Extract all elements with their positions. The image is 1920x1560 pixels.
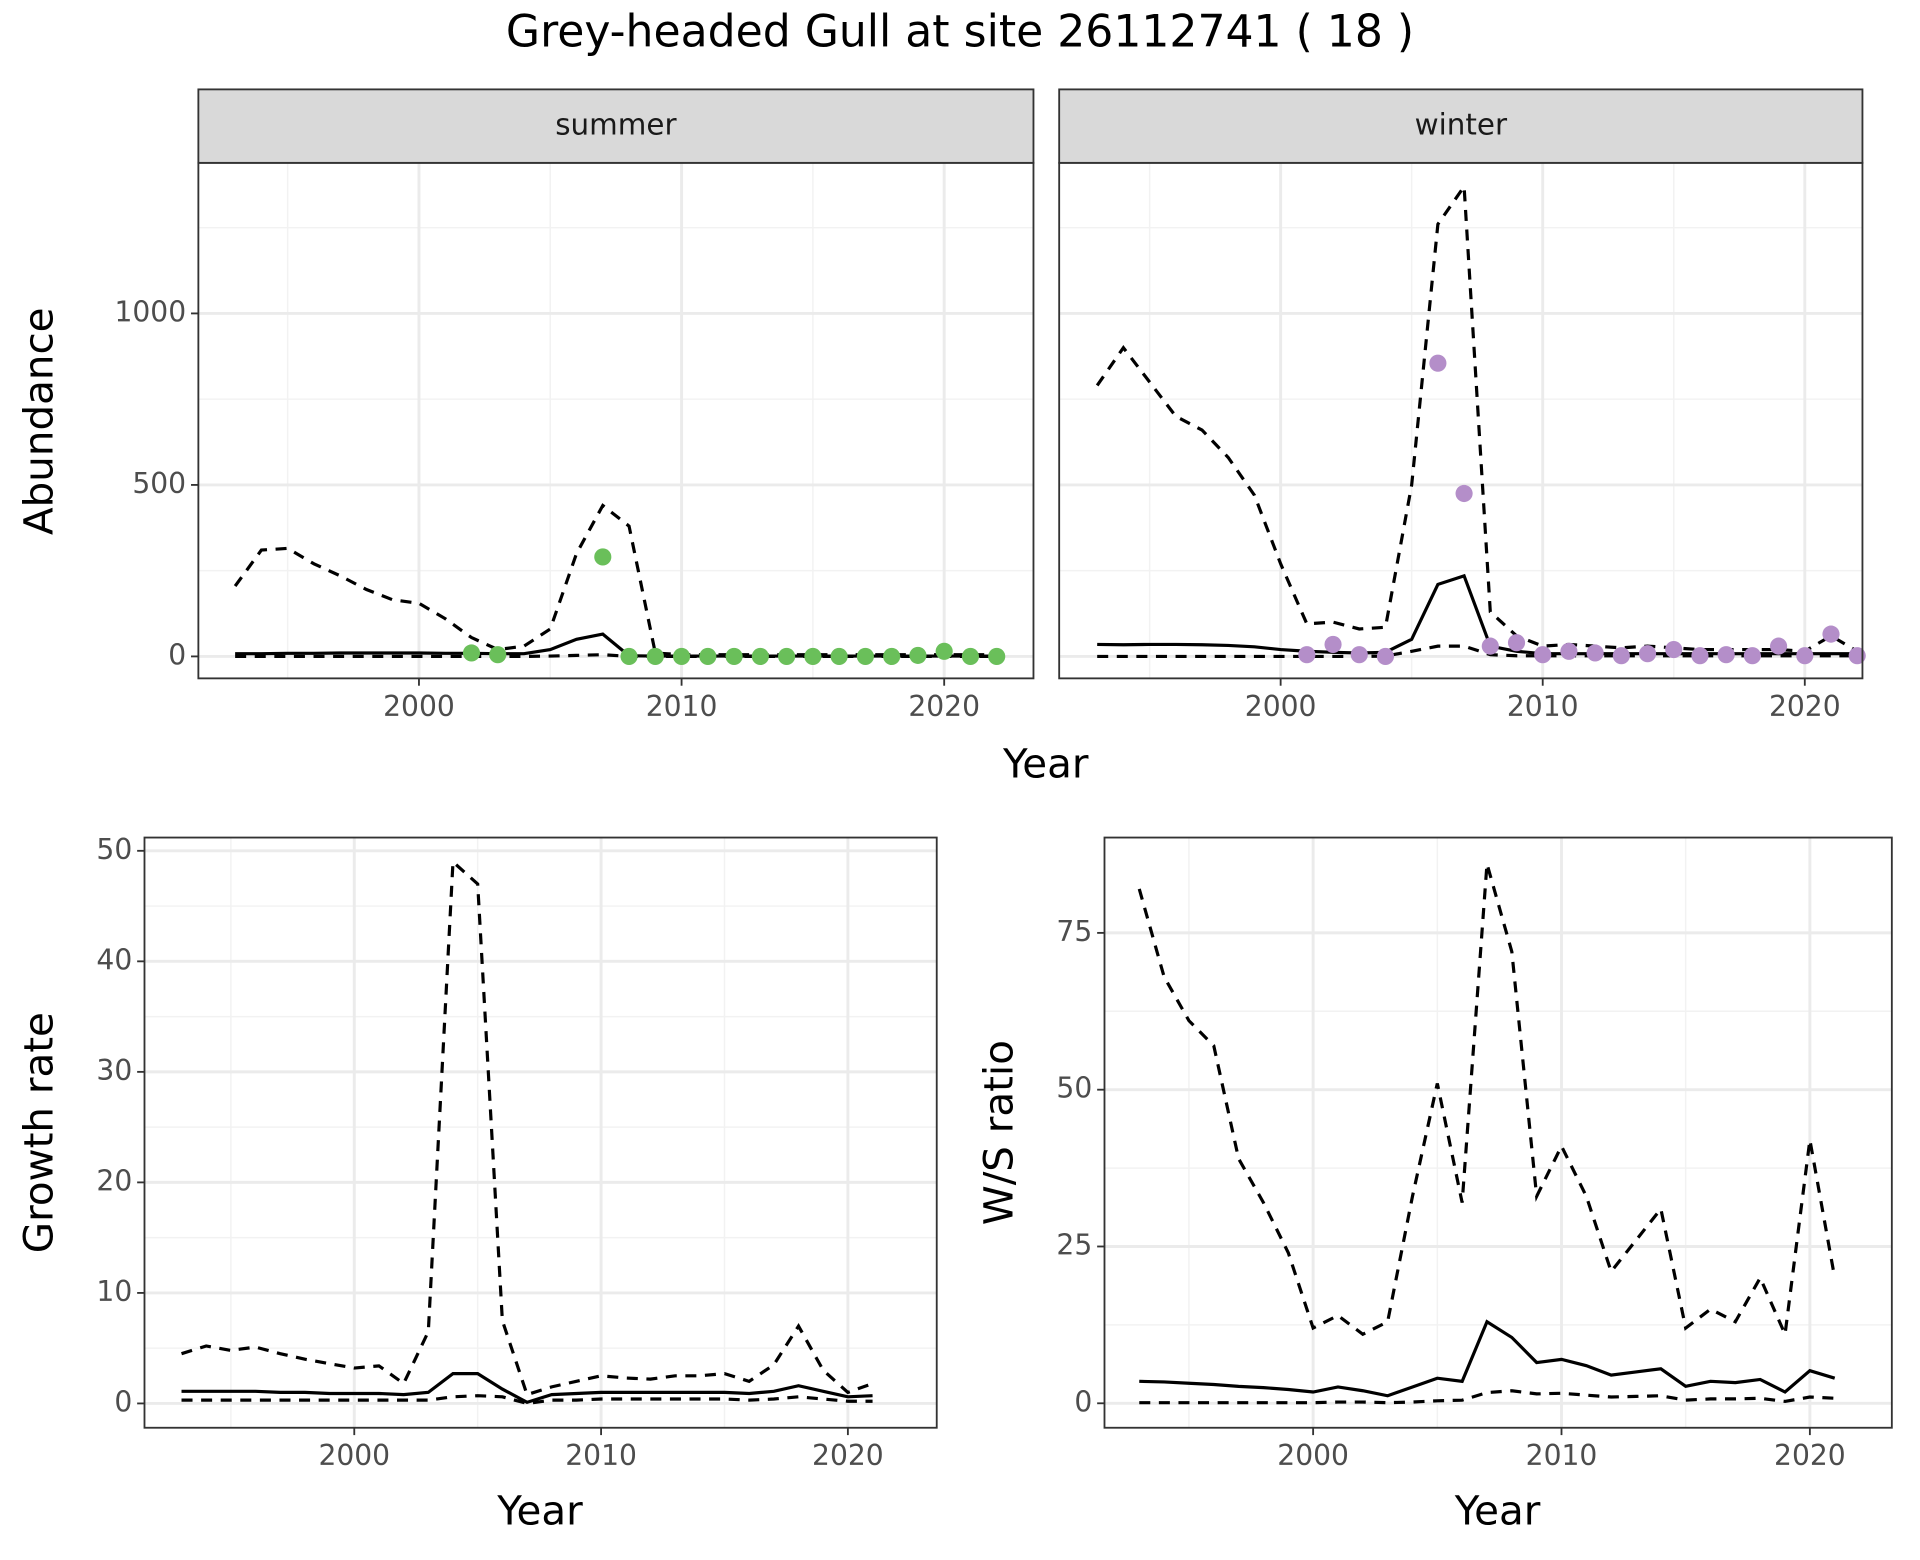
- data-point: [672, 647, 691, 665]
- facet-strip: [1058, 88, 1864, 164]
- x-tick-label: 2010: [565, 1439, 637, 1472]
- data-point: [489, 646, 507, 664]
- data-point: [1534, 646, 1552, 664]
- data-point: [1770, 637, 1788, 655]
- panel-border: [1103, 836, 1893, 1429]
- x-tick-label: 2000: [1245, 690, 1317, 723]
- data-point: [1691, 647, 1709, 665]
- panel-background: [1104, 837, 1892, 1428]
- data-point: [1612, 647, 1630, 665]
- y-tick-label: 40: [96, 943, 132, 976]
- data-point: [725, 647, 743, 665]
- data-point: [1717, 646, 1735, 664]
- data-point: [1376, 647, 1395, 665]
- x-axis-title: Year: [1454, 1486, 1541, 1534]
- data-point: [804, 647, 822, 665]
- data-point: [594, 548, 612, 566]
- y-axis-title: W/S ratio: [975, 1040, 1023, 1225]
- y-tick-label: 500: [132, 467, 186, 500]
- y-tick-label: 0: [114, 1385, 132, 1418]
- data-point: [830, 647, 848, 665]
- data-point: [1822, 625, 1840, 643]
- panel-background: [1059, 162, 1863, 679]
- data-point: [646, 647, 664, 665]
- dashed-line: [181, 1394, 873, 1406]
- y-axis-title: Abundance: [15, 307, 63, 535]
- data-point: [778, 647, 796, 665]
- facet-label: summer: [555, 108, 677, 142]
- data-point: [1507, 634, 1526, 652]
- panel-border: [143, 836, 938, 1429]
- data-point: [909, 646, 927, 664]
- data-point: [1586, 644, 1604, 662]
- facet-strip: [197, 88, 1035, 164]
- data-point: [1324, 635, 1342, 653]
- data-point: [935, 642, 953, 660]
- y-tick-label: 50: [96, 833, 132, 866]
- y-tick-label: 0: [1074, 1385, 1092, 1418]
- x-tick-label: 2000: [383, 690, 455, 723]
- y-tick-label: 50: [1056, 1072, 1092, 1105]
- data-point: [1455, 484, 1473, 503]
- y-tick-label: 75: [1056, 915, 1092, 948]
- data-point: [1481, 637, 1499, 655]
- x-tick-label: 2000: [318, 1439, 390, 1472]
- x-axis-title: Year: [496, 1486, 583, 1534]
- y-tick-label: 25: [1056, 1228, 1092, 1261]
- data-point: [1743, 647, 1761, 665]
- data-point: [856, 647, 874, 665]
- data-point: [1298, 646, 1316, 664]
- data-point: [1665, 640, 1683, 659]
- data-point: [462, 644, 481, 662]
- data-point: [961, 647, 980, 665]
- y-tick-label: 1000: [114, 295, 186, 328]
- x-tick-label: 2020: [908, 690, 980, 723]
- y-tick-label: 30: [96, 1054, 132, 1087]
- data-point: [883, 647, 901, 665]
- dashed-line: [233, 503, 997, 657]
- solid-line: [181, 1372, 873, 1405]
- x-tick-label: 2000: [1277, 1439, 1349, 1472]
- panel-background: [198, 162, 1034, 679]
- dashed-line: [181, 858, 874, 1397]
- y-tick-label: 10: [96, 1275, 132, 1308]
- data-point: [751, 647, 769, 665]
- x-tick-label: 2020: [1774, 1439, 1846, 1472]
- solid-line: [1139, 1319, 1836, 1398]
- data-point: [620, 647, 638, 665]
- x-tick-label: 2010: [1526, 1439, 1598, 1472]
- figure-title: Grey-headed Gull at site 26112741 ( 18 ): [506, 6, 1414, 57]
- data-point: [1638, 645, 1657, 663]
- data-point: [699, 647, 717, 665]
- x-tick-label: 2010: [1507, 690, 1579, 723]
- x-tick-label: 2020: [1769, 690, 1841, 723]
- data-point: [1429, 354, 1447, 372]
- y-tick-label: 20: [96, 1164, 132, 1197]
- data-point: [988, 647, 1006, 665]
- x-axis-title: Year: [1002, 740, 1089, 788]
- panel-background: [144, 837, 937, 1428]
- data-point: [1560, 642, 1578, 660]
- data-point: [1848, 647, 1866, 665]
- x-tick-label: 2010: [646, 690, 718, 723]
- data-point: [1350, 646, 1368, 664]
- data-point: [1796, 647, 1814, 665]
- y-axis-title: Growth rate: [15, 1012, 63, 1253]
- facet-label: winter: [1415, 108, 1508, 142]
- dashed-line: [1137, 863, 1837, 1341]
- y-tick-label: 0: [168, 638, 186, 671]
- x-tick-label: 2020: [812, 1439, 884, 1472]
